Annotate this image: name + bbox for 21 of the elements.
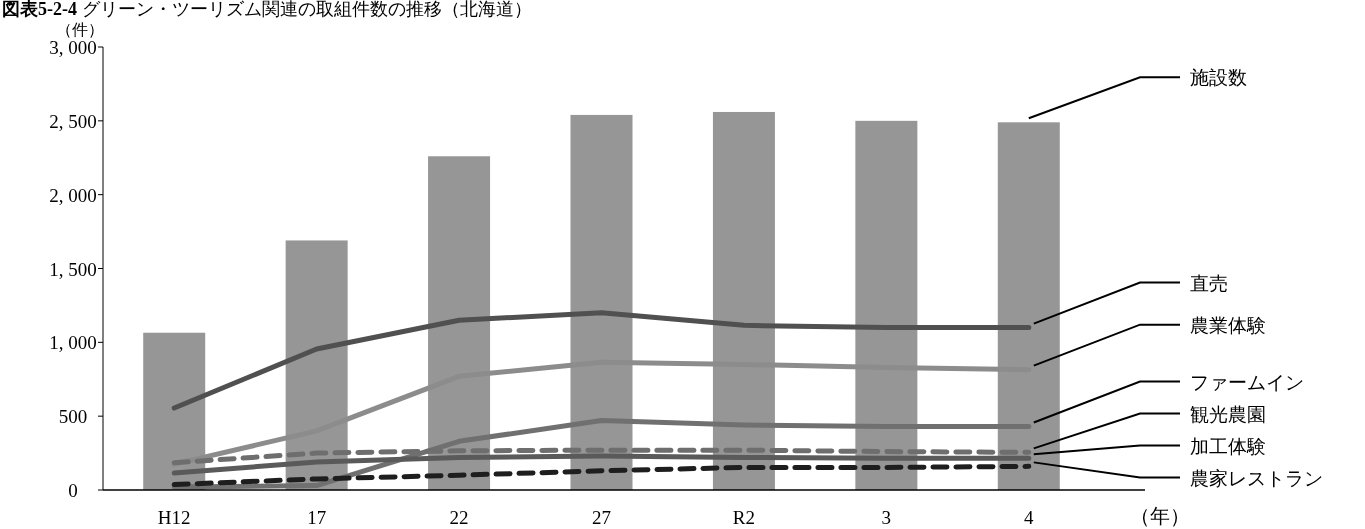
y-axis-title: （件） [56, 21, 104, 38]
x-tick-label: R2 [732, 507, 756, 528]
x-tick-label: 22 [449, 507, 469, 528]
legend-農家レストラン: 農家レストラン [1032, 461, 1323, 489]
x-tick-label: 27 [592, 507, 611, 528]
x-tick-label: H12 [157, 507, 191, 528]
x-tick-label: 3 [881, 507, 892, 528]
y-tick-label: 2, 000 [49, 184, 97, 206]
x-tick-label: 4 [1024, 507, 1035, 528]
y-tick-label: 500 [58, 406, 88, 428]
legend-加工体験: 加工体験 [1032, 435, 1266, 457]
y-tick-label: 1, 500 [49, 258, 97, 280]
y-tick-label: 3, 000 [49, 37, 97, 58]
legend-農業体験: 農業体験 [1032, 314, 1266, 367]
x-axis-title: （年） [1130, 505, 1190, 527]
x-tick-label: 17 [307, 507, 327, 528]
y-tick-label: 2, 500 [49, 110, 97, 132]
y-tick-label: 0 [68, 480, 78, 501]
legend-施設数: 施設数 [1027, 67, 1247, 120]
y-tick-label: 1, 000 [49, 332, 97, 354]
chart-title: 図表5-2-4 グリーン・ツーリズム関連の取組件数の推移（北海道） [2, 0, 532, 19]
